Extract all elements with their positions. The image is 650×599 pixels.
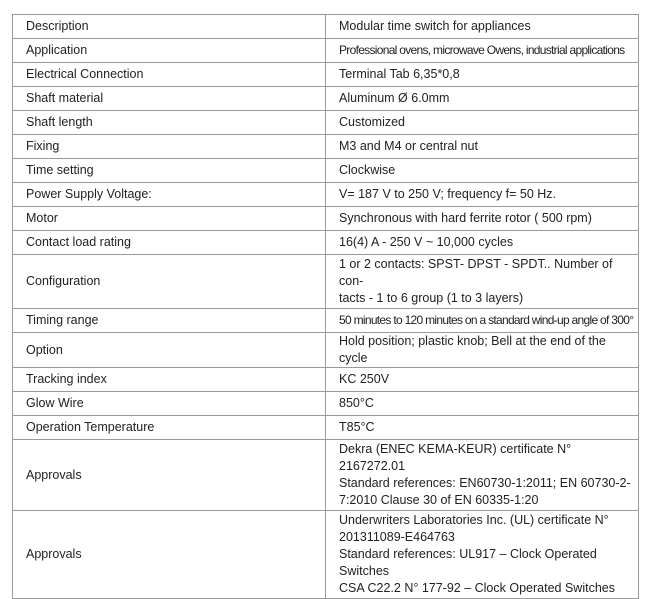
spec-value: KC 250V: [325, 367, 639, 392]
spec-value: Customized: [325, 110, 639, 135]
table-row: Application Professional ovens, microwave…: [12, 38, 639, 63]
spec-label: Option: [12, 332, 326, 368]
table-row: Option Hold position; plastic knob; Bell …: [12, 332, 639, 368]
spec-value: 850°C: [325, 391, 639, 416]
table-row: Timing range 50 minutes to 120 minutes on…: [12, 308, 639, 333]
spec-value-line: tacts - 1 to 6 group (1 to 3 layers): [339, 291, 524, 305]
spec-label: Contact load rating: [12, 230, 326, 255]
table-row: Power Supply Voltage: V= 187 V to 250 V; …: [12, 182, 639, 207]
spec-value-line: 201311089-E464763: [339, 530, 455, 544]
spec-value: Aluminum Ø 6.0mm: [325, 86, 639, 111]
table-row: Fixing M3 and M4 or central nut: [12, 134, 639, 159]
spec-value: Professional ovens, microwave Owens, ind…: [325, 38, 639, 63]
spec-label: Electrical Connection: [12, 62, 326, 87]
spec-value: 1 or 2 contacts: SPST- DPST - SPDT.. Num…: [325, 254, 639, 309]
spec-value: Clockwise: [325, 158, 639, 183]
spec-label: Time setting: [12, 158, 326, 183]
spec-label: Timing range: [12, 308, 326, 333]
spec-label: Operation Temperature: [12, 415, 326, 440]
spec-value: M3 and M4 or central nut: [325, 134, 639, 159]
spec-value: Modular time switch for appliances: [325, 14, 639, 39]
spec-value: Dekra (ENEC KEMA-KEUR) certificate N° 21…: [325, 439, 639, 511]
spec-label: Glow Wire: [12, 391, 326, 416]
spec-value: V= 187 V to 250 V; frequency f= 50 Hz.: [325, 182, 639, 207]
spec-label: Motor: [12, 206, 326, 231]
table-row: Description Modular time switch for appli…: [12, 14, 639, 39]
table-row: Approvals Underwriters Laboratories Inc. …: [12, 510, 639, 599]
table-row: Glow Wire 850°C: [12, 391, 639, 416]
specifications-table: Description Modular time switch for appli…: [12, 14, 639, 599]
spec-value-line: Standard references: EN60730-1:2011; EN …: [339, 476, 631, 490]
spec-label: Shaft length: [12, 110, 326, 135]
spec-value: Terminal Tab 6,35*0,8: [325, 62, 639, 87]
table-row: Contact load rating 16(4) A - 250 V ~ 10,…: [12, 230, 639, 255]
spec-value: Underwriters Laboratories Inc. (UL) cert…: [325, 510, 639, 599]
spec-label: Tracking index: [12, 367, 326, 392]
spec-value: Synchronous with hard ferrite rotor ( 50…: [325, 206, 639, 231]
table-row: Electrical Connection Terminal Tab 6,35*0…: [12, 62, 639, 87]
spec-value-line: Underwriters Laboratories Inc. (UL) cert…: [339, 513, 609, 527]
table-row: Tracking index KC 250V: [12, 367, 639, 392]
table-row: Shaft length Customized: [12, 110, 639, 135]
spec-value-line: 7:2010 Clause 30 of EN 60335-1:20: [339, 493, 539, 507]
spec-value-line: CSA C22.2 N° 177-92 – Clock Operated Swi…: [339, 581, 615, 595]
table-row: Operation Temperature T85°C: [12, 415, 639, 440]
table-row: Shaft material Aluminum Ø 6.0mm: [12, 86, 639, 111]
spec-value-line: Standard references: UL917 – Clock Opera…: [339, 547, 597, 578]
table-row: Configuration 1 or 2 contacts: SPST- DPST…: [12, 254, 639, 309]
table-row: Approvals Dekra (ENEC KEMA-KEUR) certific…: [12, 439, 639, 511]
spec-label: Fixing: [12, 134, 326, 159]
spec-value-line: Dekra (ENEC KEMA-KEUR) certificate N° 21…: [339, 442, 572, 473]
spec-label: Description: [12, 14, 326, 39]
spec-value: 50 minutes to 120 minutes on a standard …: [325, 308, 639, 333]
spec-value: 16(4) A - 250 V ~ 10,000 cycles: [325, 230, 639, 255]
spec-label: Approvals: [12, 510, 326, 599]
spec-value: Hold position; plastic knob; Bell at the…: [325, 332, 639, 368]
table-row: Time setting Clockwise: [12, 158, 639, 183]
spec-label: Application: [12, 38, 326, 63]
spec-label: Configuration: [12, 254, 326, 309]
spec-value-line: 1 or 2 contacts: SPST- DPST - SPDT.. Num…: [339, 257, 613, 288]
spec-label: Power Supply Voltage:: [12, 182, 326, 207]
spec-label: Shaft material: [12, 86, 326, 111]
table-row: Motor Synchronous with hard ferrite rotor…: [12, 206, 639, 231]
spec-label: Approvals: [12, 439, 326, 511]
spec-value: T85°C: [325, 415, 639, 440]
